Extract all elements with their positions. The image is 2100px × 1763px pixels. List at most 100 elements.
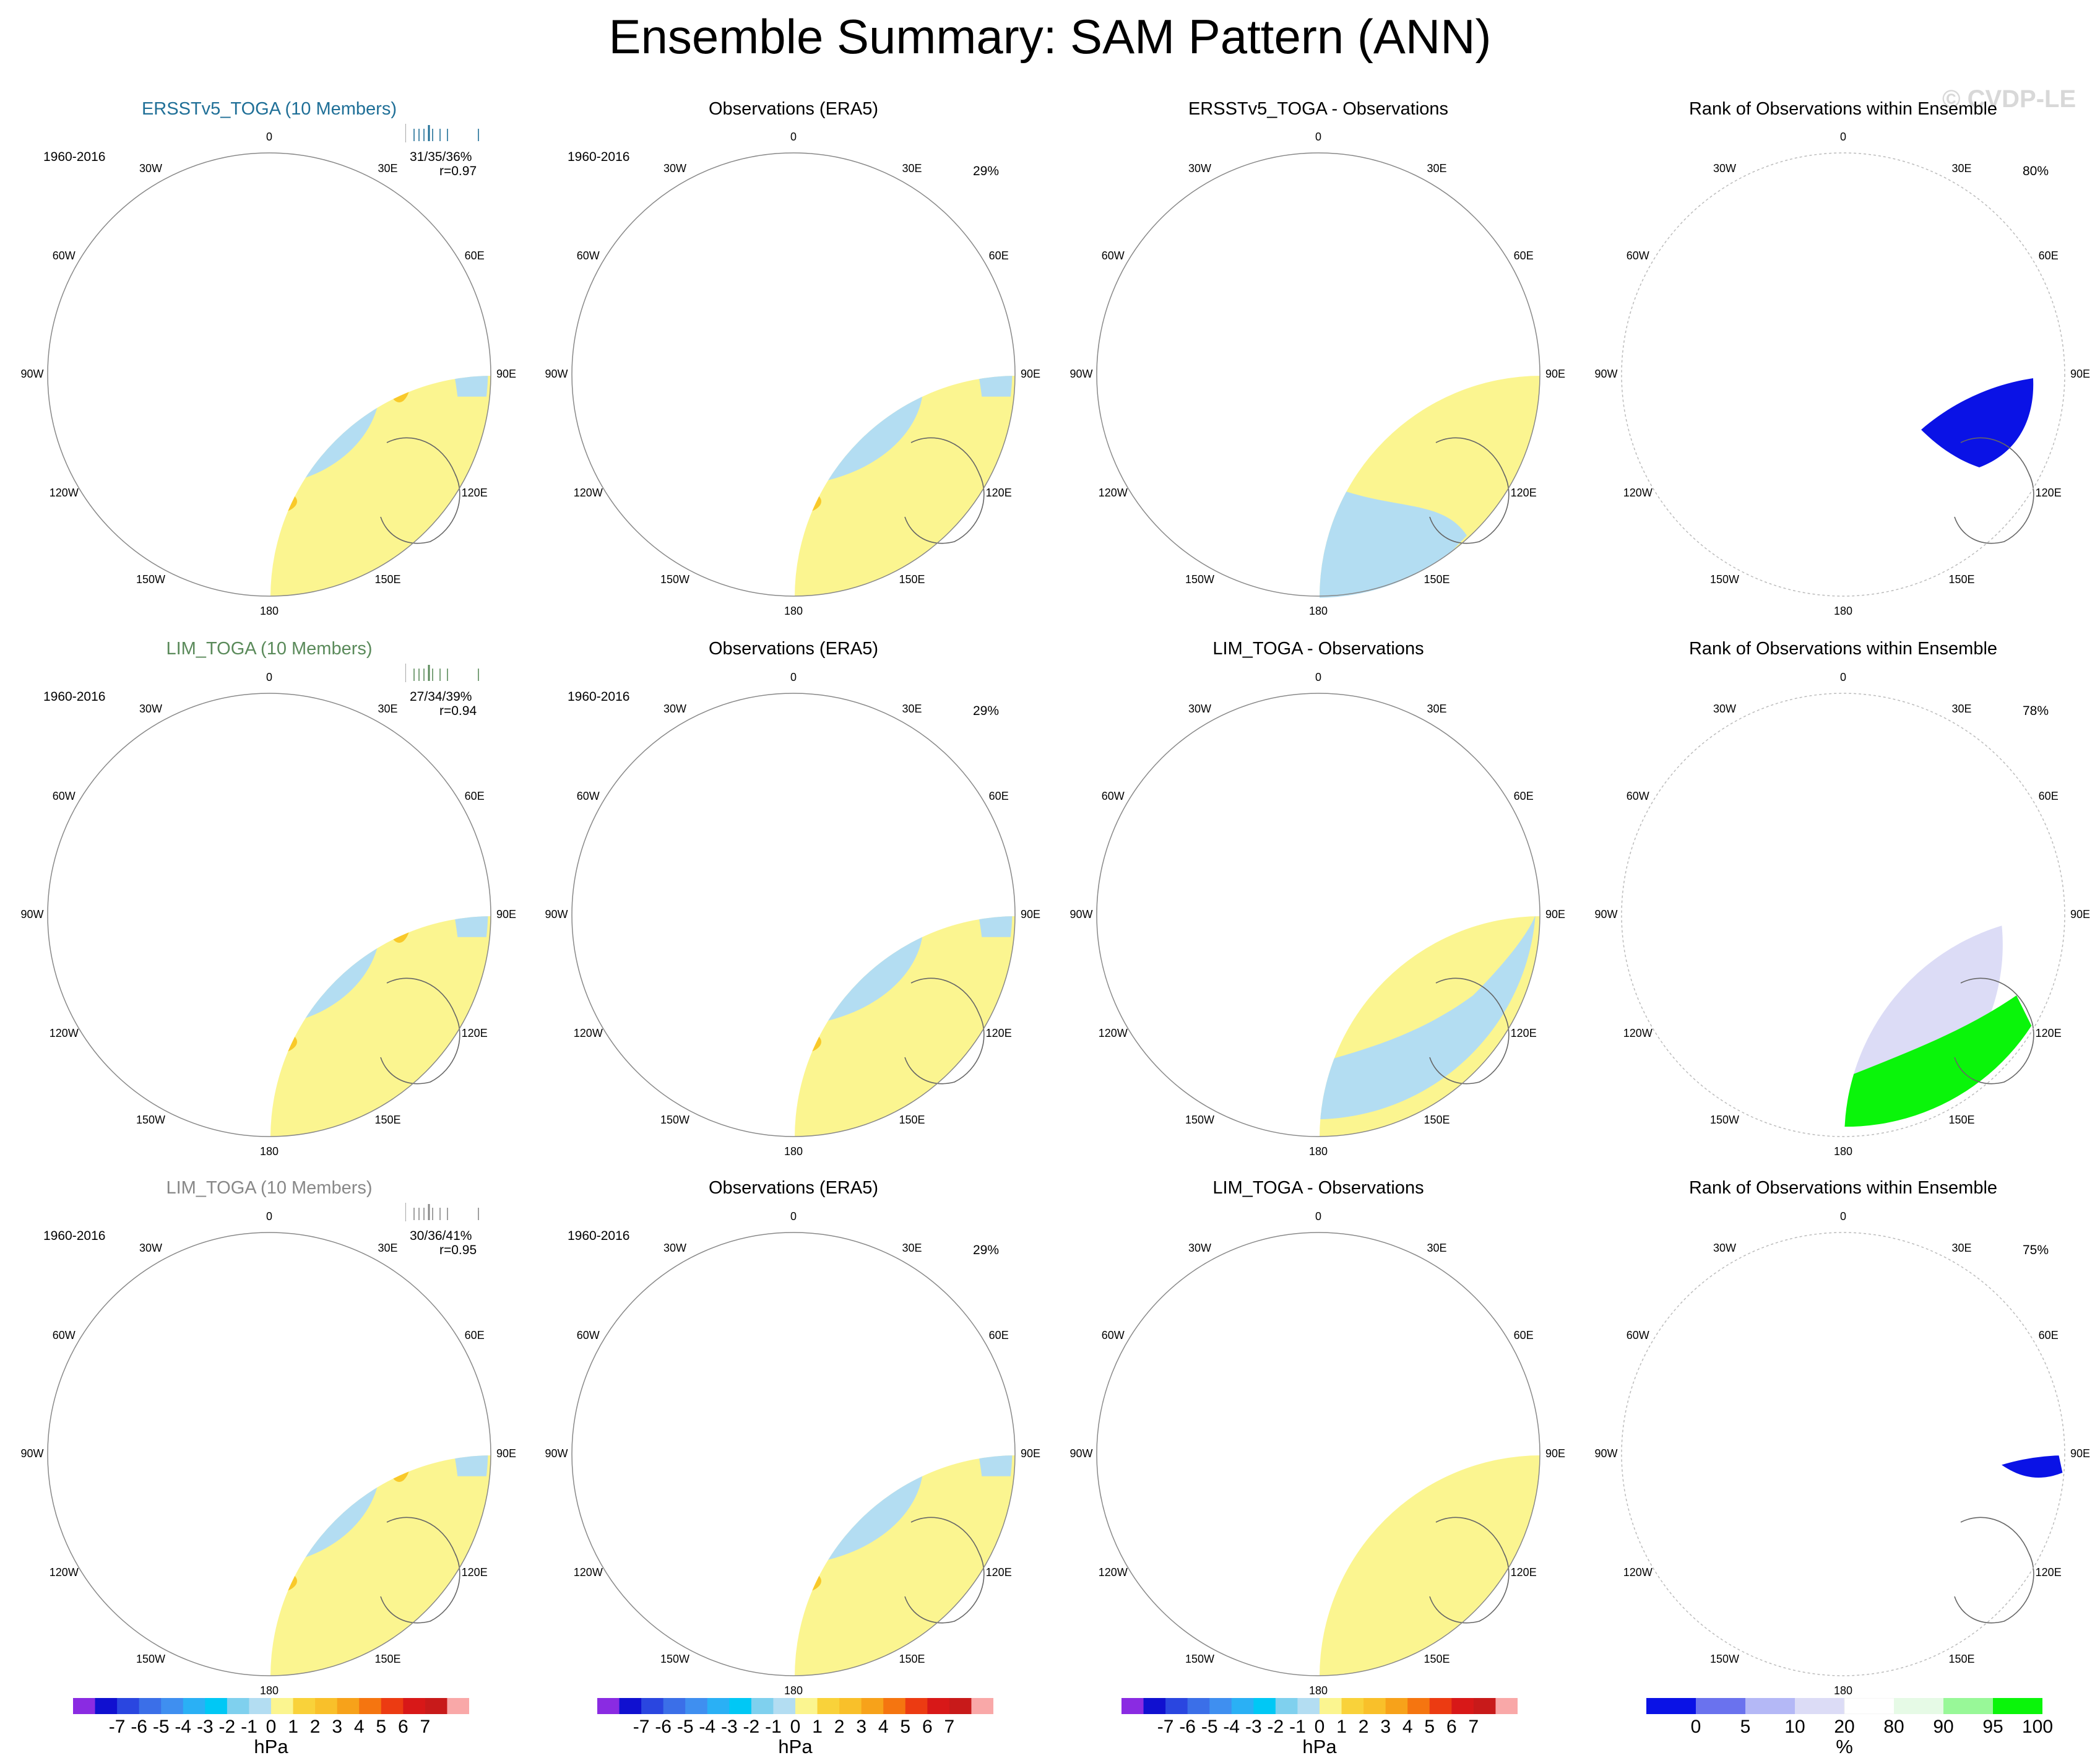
coastline: [795, 916, 862, 971]
pattern-corr-pct: 29%: [973, 164, 1000, 178]
longitude-label: 90E: [496, 908, 517, 920]
field-base: [270, 1455, 491, 1676]
model-panel-title: ERSSTv5_TOGA (10 Members): [141, 99, 397, 119]
field-contour-neg2: [270, 376, 347, 459]
colorbar-swatch: [1943, 1698, 1994, 1714]
field-contour-neg1: [915, 1455, 1013, 1476]
colorbar-tick-label: 6: [1446, 1717, 1457, 1737]
colorbar-swatch: [1143, 1698, 1166, 1714]
longitude-label: 60E: [988, 789, 1009, 802]
coastline: [795, 1455, 862, 1510]
diff-region-neg: [1225, 691, 1533, 884]
colorbar-swatch: [1275, 1698, 1298, 1714]
coastline: [795, 1590, 798, 1647]
rank-map: [1621, 693, 2065, 1137]
colorbar-swatch: [1385, 1698, 1408, 1714]
longitude-label: 90E: [1020, 1447, 1041, 1460]
colorbar-tick-label: 4: [1402, 1717, 1413, 1737]
longitude-label: 30W: [139, 1242, 162, 1255]
period-label: 1960-2016: [568, 1229, 630, 1243]
field-base: [270, 376, 491, 596]
colorbar-unit: hPa: [778, 1736, 813, 1757]
rank-panel-title: Rank of Observations within Ensemble: [1688, 1178, 1998, 1198]
longitude-label: 120E: [1510, 486, 1537, 499]
longitude-label: 30E: [1427, 1242, 1447, 1255]
longitude-label: 90W: [20, 1447, 44, 1460]
longitude-label: 60E: [1513, 249, 1534, 262]
field-contour-neg2: [270, 1455, 347, 1539]
field-base: [795, 1455, 1015, 1676]
longitude-label: 30E: [378, 1242, 398, 1255]
period-label: 1960-2016: [43, 690, 106, 704]
rank-region-low: [1685, 362, 1756, 480]
longitude-label: 30E: [1427, 162, 1447, 175]
colorbar-swatch: [685, 1698, 708, 1714]
coastline: [380, 977, 460, 1085]
map-border: [1621, 693, 2065, 1137]
colorbar-tick-label: 3: [856, 1717, 866, 1737]
longitude-label: 180: [784, 1684, 803, 1697]
longitude-label: 0: [1839, 1210, 1846, 1223]
colorbar-swatch: [1407, 1698, 1430, 1714]
diff-panel-title: ERSSTv5_TOGA - Observations: [1188, 99, 1449, 119]
field-base: [795, 376, 1015, 596]
colorbar-swatch: [1209, 1698, 1232, 1714]
longitude-label: 150W: [1709, 1652, 1740, 1665]
colorbar-tick-label: 0: [1690, 1717, 1701, 1737]
colorbar-tick-label: -4: [175, 1717, 192, 1737]
coastline: [688, 331, 735, 362]
rank-region-high: [1967, 754, 2004, 828]
longitude-label: 90W: [545, 908, 568, 920]
model-panel-title: LIM_TOGA (10 Members): [166, 639, 373, 659]
longitude-label: 60E: [1513, 1328, 1534, 1341]
colorbar-tick-label: 0: [1314, 1717, 1325, 1737]
field-contour-neg2: [795, 1455, 885, 1539]
colorbar-tick-label: 0: [790, 1717, 801, 1737]
rank-region-mid: [1844, 916, 2003, 1082]
field-contour-neg2: [795, 916, 885, 1000]
colorbar-tick-label: -7: [108, 1717, 126, 1737]
period-label: 1960-2016: [43, 1229, 106, 1243]
colorbar-tick-label: 80: [1883, 1717, 1904, 1737]
longitude-label: 120W: [1623, 486, 1653, 499]
diff-map: [1096, 691, 1540, 1137]
colorbar-tick-label: 7: [420, 1717, 431, 1737]
longitude-label: 30W: [663, 703, 686, 716]
coastline: [1102, 1244, 1256, 1408]
coastline: [1320, 916, 1387, 971]
colorbar: [597, 1698, 993, 1714]
longitude-label: 150W: [660, 1652, 690, 1665]
longitude-label: 60W: [1101, 1328, 1125, 1341]
coastline: [1844, 1455, 1912, 1510]
colorbar-swatch: [795, 1698, 818, 1714]
longitude-label: 60E: [2038, 789, 2059, 802]
coastline: [1627, 1244, 1781, 1408]
longitude-label: 30W: [1713, 162, 1736, 175]
coastline: [1844, 510, 1848, 567]
coastline: [1429, 1517, 1510, 1624]
rank-region-low: [1844, 916, 1929, 989]
diff-map: [1096, 1232, 1540, 1676]
model-map: [47, 1232, 491, 1676]
map-border: [47, 1232, 491, 1676]
coastline: [1954, 1517, 2034, 1624]
coastline: [1320, 376, 1387, 431]
diff-region-neg: [1108, 1526, 1269, 1658]
rank-region-low: [1708, 1436, 1750, 1547]
coastline: [53, 1244, 207, 1408]
rank-region-low: [1732, 915, 1800, 1014]
colorbar-tick-label: -2: [218, 1717, 236, 1737]
longitude-label: 180: [1308, 605, 1328, 617]
longitude-label: 60W: [576, 789, 600, 802]
longitude-label: 60W: [52, 789, 76, 802]
diff-panel-title: LIM_TOGA - Observations: [1212, 639, 1424, 659]
pole-marker: [790, 1451, 797, 1457]
model-map: [47, 152, 491, 597]
longitude-label: 150E: [1948, 573, 1975, 586]
longitude-label: 60E: [1513, 789, 1534, 802]
longitude-label: 90E: [2070, 908, 2091, 920]
coastline: [795, 510, 798, 567]
colorbar-tick-label: -4: [1223, 1717, 1240, 1737]
colorbar: [1121, 1698, 1518, 1714]
longitude-label: 120W: [1623, 1026, 1653, 1039]
